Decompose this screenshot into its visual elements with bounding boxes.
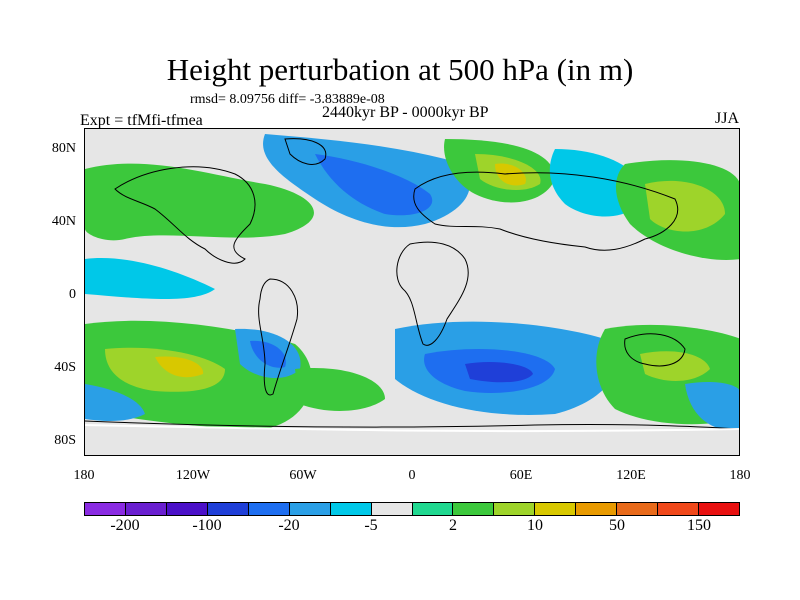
colorbar-label-10: 10 bbox=[527, 517, 543, 534]
lat-tick-40s: 40S bbox=[54, 360, 76, 375]
lon-tick-180e: 180 bbox=[729, 468, 751, 483]
colorbar-swatch-1 bbox=[125, 503, 167, 515]
colorbar-swatch-10 bbox=[494, 503, 536, 515]
stats-text: rmsd= 8.09756 diff= -3.83889e-08 bbox=[190, 92, 385, 107]
lon-tick-120w: 120W bbox=[175, 468, 211, 483]
lat-tick-80n: 80N bbox=[51, 141, 76, 156]
lat-tick-0: 0 bbox=[69, 287, 76, 302]
lat-tick-40n: 40N bbox=[51, 214, 76, 229]
colorbar-label-m100: -100 bbox=[192, 517, 222, 534]
season-label: JJA bbox=[715, 110, 740, 127]
colorbar-swatch-9 bbox=[453, 503, 495, 515]
lat-tick-80s: 80S bbox=[54, 433, 76, 448]
colorbar-label-m200: -200 bbox=[110, 517, 140, 534]
colorbar-swatch-3 bbox=[207, 503, 249, 515]
colorbar-label-150: 150 bbox=[687, 517, 711, 534]
colorbar-swatch-13 bbox=[617, 503, 659, 515]
map-panel bbox=[84, 128, 740, 456]
colorbar-swatch-0 bbox=[85, 503, 126, 515]
colorbar-label-m20: -20 bbox=[278, 517, 300, 534]
colorbar-label-2: 2 bbox=[449, 517, 457, 534]
colorbar-label-m5: -5 bbox=[364, 517, 378, 534]
colorbar-swatch-2 bbox=[166, 503, 208, 515]
lon-tick-0: 0 bbox=[408, 468, 416, 483]
colorbar-swatch-8 bbox=[412, 503, 454, 515]
colorbar-swatch-4 bbox=[248, 503, 290, 515]
colorbar-swatch-5 bbox=[289, 503, 331, 515]
colorbar bbox=[84, 502, 740, 516]
lon-tick-60w: 60W bbox=[289, 468, 317, 483]
colorbar-swatch-7 bbox=[371, 503, 413, 515]
contour-map bbox=[85, 129, 739, 455]
colorbar-swatch-14 bbox=[658, 503, 700, 515]
plot-title: Height perturbation at 500 hPa (in m) bbox=[166, 52, 634, 87]
period-label: 2440kyr BP - 0000kyr BP bbox=[322, 104, 489, 121]
lon-tick-120e: 120E bbox=[616, 468, 646, 483]
colorbar-swatch-12 bbox=[576, 503, 618, 515]
lon-tick-180w: 180 bbox=[73, 468, 95, 483]
experiment-label: Expt = tfMfi-tfmea bbox=[80, 112, 203, 129]
colorbar-swatch-11 bbox=[535, 503, 577, 515]
lon-tick-60e: 60E bbox=[509, 468, 533, 483]
colorbar-swatch-6 bbox=[330, 503, 372, 515]
colorbar-swatch-15 bbox=[699, 503, 739, 515]
colorbar-label-50: 50 bbox=[609, 517, 625, 534]
